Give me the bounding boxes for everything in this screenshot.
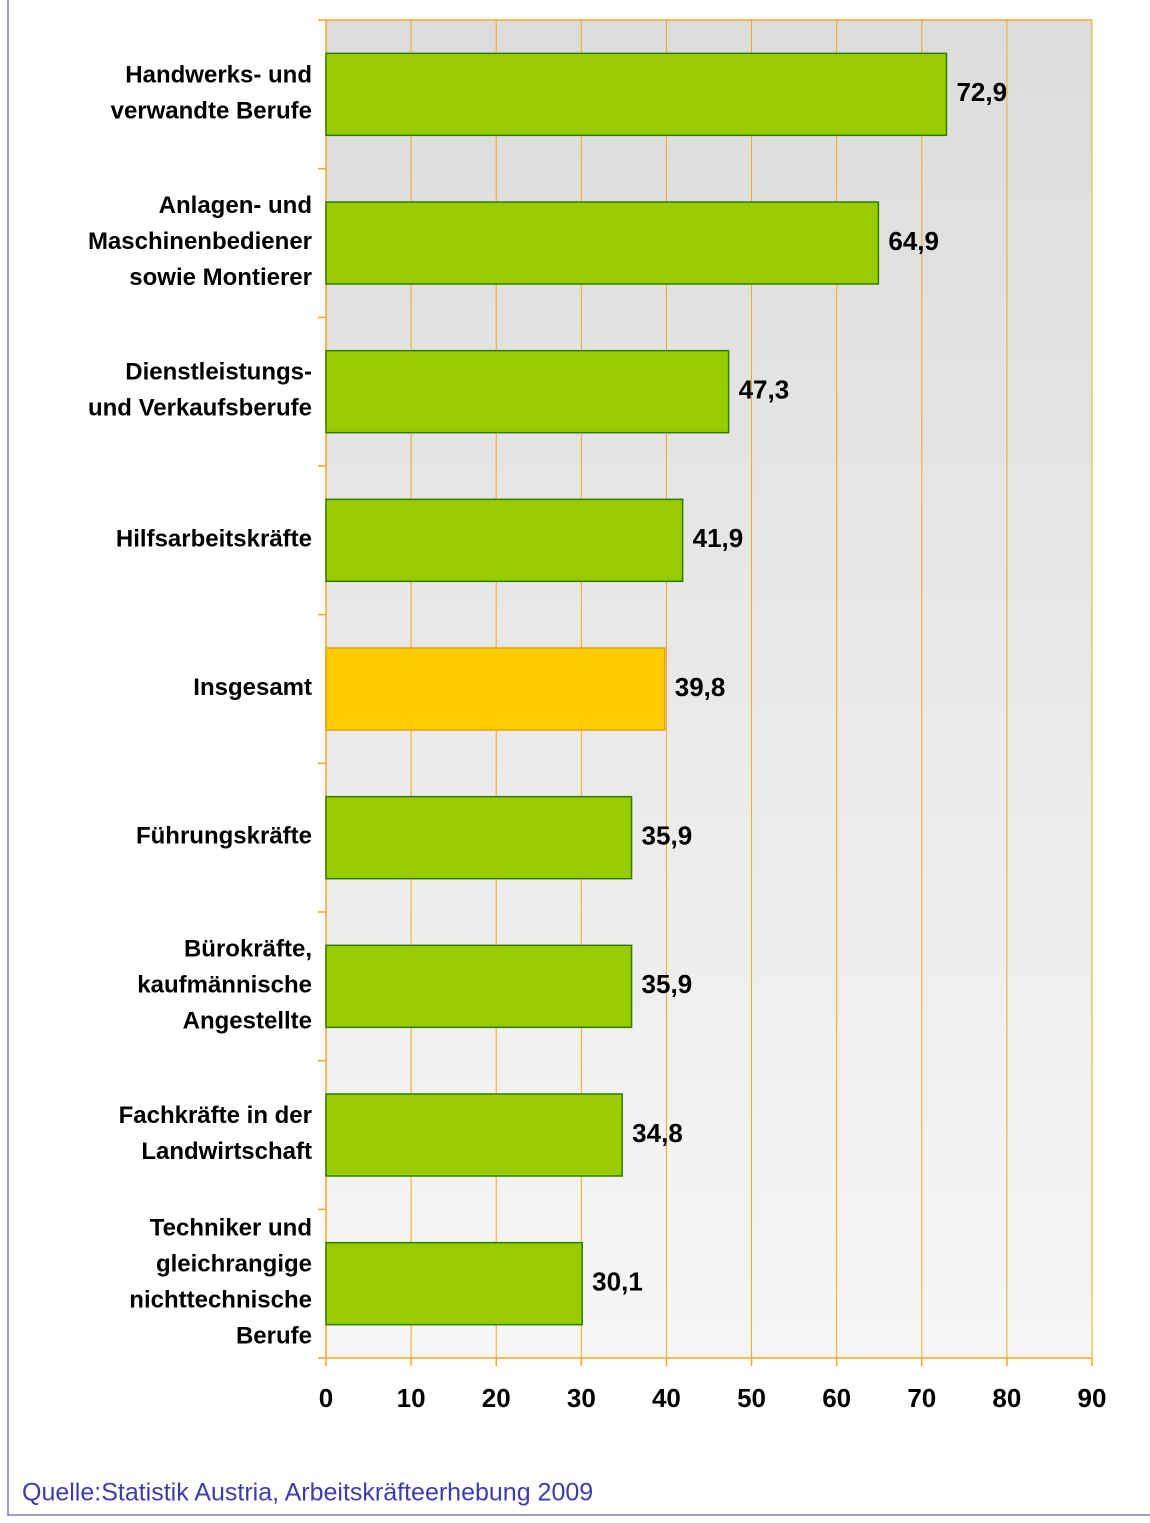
bar bbox=[325, 647, 666, 731]
category-label: Fachkräfte in der Landwirtschaft bbox=[119, 1102, 312, 1165]
category-line: gleichrangige bbox=[156, 1251, 312, 1278]
x-tick-label: 70 bbox=[907, 1383, 936, 1413]
category-line: Handwerks- und bbox=[125, 62, 312, 89]
value-label: 64,9 bbox=[888, 226, 939, 256]
x-tick-label: 80 bbox=[992, 1383, 1021, 1413]
category-label: Insgesamt bbox=[193, 674, 312, 701]
bar bbox=[325, 795, 633, 880]
category-line: und Verkaufsberufe bbox=[88, 395, 312, 422]
bar bbox=[325, 349, 730, 434]
bar bbox=[325, 52, 948, 137]
category-line: Hilfsarbeitskräfte bbox=[116, 526, 312, 553]
value-label: 35,9 bbox=[642, 969, 693, 999]
x-tick-label: 30 bbox=[567, 1383, 596, 1413]
bar bbox=[325, 1093, 623, 1177]
category-label: Handwerks- und verwandte Berufe bbox=[111, 62, 312, 125]
category-line: Berufe bbox=[236, 1323, 312, 1350]
x-tick-label: 50 bbox=[737, 1383, 766, 1413]
x-tick-label: 60 bbox=[822, 1383, 851, 1413]
value-label: 35,9 bbox=[642, 821, 693, 851]
bar bbox=[325, 498, 684, 583]
x-tick-label: 90 bbox=[1078, 1383, 1107, 1413]
frame bbox=[7, 0, 1150, 1516]
category-line: Maschinenbediener bbox=[88, 228, 312, 255]
category-line: Techniker und bbox=[150, 1215, 312, 1242]
category-line: Angestellte bbox=[183, 1008, 312, 1035]
value-label: 47,3 bbox=[739, 375, 790, 405]
value-label: 72,9 bbox=[956, 77, 1007, 107]
category-line: Fachkräfte in der bbox=[119, 1102, 312, 1129]
category-label: Bürokräfte, kaufmännische Angestellte bbox=[137, 936, 312, 1035]
category-line: Führungskräfte bbox=[136, 823, 312, 850]
category-label: Hilfsarbeitskräfte bbox=[116, 526, 312, 553]
category-line: kaufmännische bbox=[137, 972, 312, 999]
category-line: sowie Montierer bbox=[129, 264, 312, 291]
category-label: Anlagen- und Maschinenbediener sowie Monti… bbox=[88, 192, 312, 291]
category-line: Anlagen- und bbox=[159, 192, 312, 219]
category-line: Landwirtschaft bbox=[141, 1138, 312, 1165]
value-label: 41,9 bbox=[693, 523, 744, 553]
bar bbox=[325, 944, 633, 1029]
x-tick-label: 20 bbox=[482, 1383, 511, 1413]
category-label: Dienstleistungs-und Verkaufsberufe bbox=[88, 359, 312, 422]
x-tick-label: 10 bbox=[397, 1383, 426, 1413]
category-line: nichttechnische bbox=[129, 1287, 312, 1314]
bar bbox=[325, 201, 880, 285]
value-label: 30,1 bbox=[592, 1267, 643, 1297]
value-label: 39,8 bbox=[675, 672, 726, 702]
x-tick-label: 40 bbox=[652, 1383, 681, 1413]
category-line: Dienstleistungs- bbox=[125, 359, 312, 386]
category-label: Führungskräfte bbox=[136, 823, 312, 850]
category-label: Techniker und gleichrangige nichttechnisch… bbox=[129, 1215, 312, 1350]
category-line: verwandte Berufe bbox=[111, 98, 312, 125]
source: Quelle:Statistik Austria, Arbeitskräftee… bbox=[22, 1479, 593, 1507]
category-line: Insgesamt bbox=[193, 674, 312, 701]
bar bbox=[325, 1241, 583, 1326]
x-tick-label: 0 bbox=[319, 1383, 333, 1413]
category-line: Bürokräfte, bbox=[184, 936, 312, 963]
value-label: 34,8 bbox=[632, 1118, 683, 1148]
